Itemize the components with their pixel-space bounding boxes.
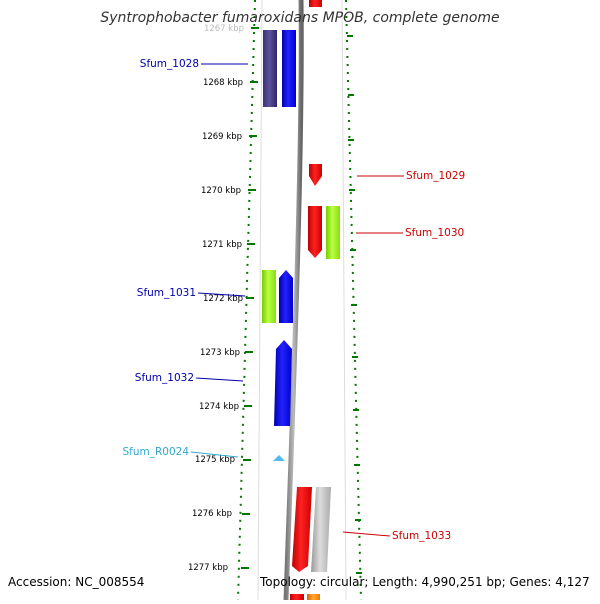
ruler-label: 1270 kbp [201,186,241,196]
gene-label-sfum-1033[interactable]: Sfum_1033 [392,530,451,542]
ruler-label: 1272 kbp [203,294,243,304]
gene-feature-sfum-1031[interactable] [279,270,293,323]
gene-feature-sfum-1032[interactable] [274,340,292,426]
ruler-label: 1268 kbp [203,78,243,88]
accession-label: Accession: NC_008554 [8,575,145,589]
rna-feature-sfum-r0024[interactable] [273,455,285,461]
gene-label-sfum-1029[interactable]: Sfum_1029 [406,170,465,182]
connector-sfum-1032 [195,377,244,382]
gene-feature-sfum-1028[interactable] [282,30,296,107]
gene-feature-red[interactable] [290,594,304,600]
genome-title: Syntrophobacter fumaroxidans MPOB, compl… [100,10,500,26]
connector-sfum-r0024 [190,451,239,458]
gene-label-sfum-r0024[interactable]: Sfum_R0024 [122,446,189,458]
topology-summary: Topology: circular; Length: 4,990,251 bp… [260,575,590,589]
band-edge-right [341,0,347,601]
gene-feature-gray[interactable] [311,487,331,572]
connector-sfum-1033 [342,531,391,537]
gene-feature-red[interactable] [309,0,322,7]
gene-label-sfum-1028[interactable]: Sfum_1028 [140,58,199,70]
gene-label-sfum-1031[interactable]: Sfum_1031 [137,287,196,299]
ruler-label: 1274 kbp [199,402,239,412]
gene-feature-green[interactable] [262,270,276,323]
gene-label-sfum-1032[interactable]: Sfum_1032 [135,372,194,384]
connector-sfum-1031 [197,292,246,297]
ruler-label: 1269 kbp [202,132,242,142]
gene-label-sfum-1030[interactable]: Sfum_1030 [405,227,464,239]
genome-backbone [283,0,304,601]
ruler: 1267 kbp 1268 kbp 1269 kbp 1270 kbp 1271… [188,24,362,574]
gene-feature-sfum-1030[interactable] [308,206,322,258]
ruler-label: 1277 kbp [188,563,228,573]
gene-feature-green[interactable] [326,206,340,259]
gene-labels[interactable]: Sfum_1028 Sfum_1029 Sfum_1030 Sfum_1031 … [122,58,465,542]
ruler-label: 1276 kbp [192,509,232,519]
band-edge-left [257,0,263,601]
gene-feature-dark-blue[interactable] [263,30,277,107]
ruler-label: 1273 kbp [200,348,240,358]
ruler-label: 1271 kbp [202,240,242,250]
ruler-label: 1275 kbp [195,455,235,465]
track-band [257,0,347,601]
gene-feature-sfum-1029[interactable] [309,164,322,186]
gene-features[interactable] [262,0,340,600]
track-guide-right-outer [345,0,362,601]
ruler-label: 1267 kbp [204,24,244,34]
gene-feature-orange[interactable] [307,594,320,600]
label-connectors [190,63,404,537]
gene-feature-sfum-1033[interactable] [292,487,312,572]
